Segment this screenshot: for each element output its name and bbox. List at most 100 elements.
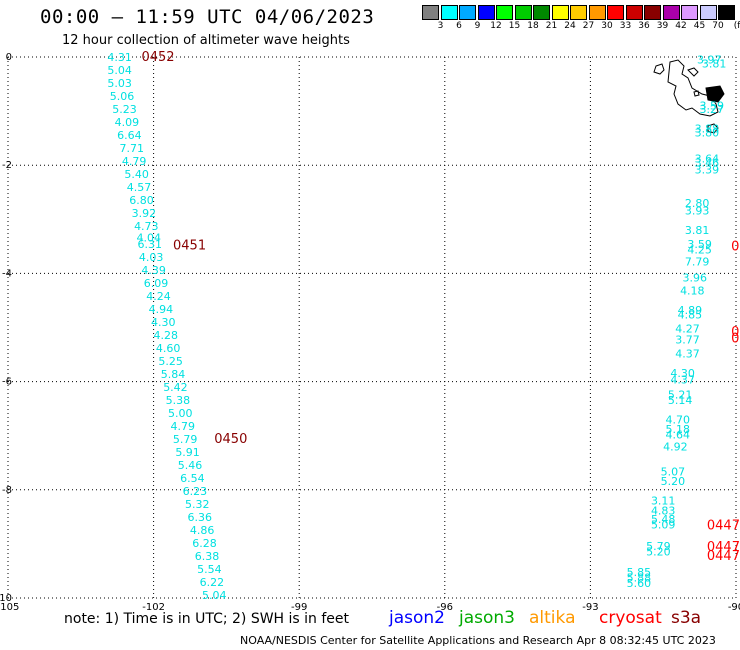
y-tick-label: -2 bbox=[2, 160, 12, 171]
y-tick-label: 0 bbox=[6, 52, 12, 63]
wave-height-value: 3.27 bbox=[699, 103, 724, 116]
satellite-legend-item: jason2 bbox=[389, 608, 445, 628]
legend-label: 6 bbox=[456, 21, 462, 31]
y-tick-label: -10 bbox=[0, 593, 12, 604]
wave-height-value: 3.77 bbox=[675, 333, 700, 346]
wave-height-value: 5.06 bbox=[110, 90, 135, 103]
x-tick-label: -99 bbox=[291, 602, 307, 613]
island-outline bbox=[705, 85, 725, 103]
legend-color-swatch bbox=[477, 5, 495, 20]
island-outline bbox=[687, 67, 699, 77]
pass-time-label: 04 bbox=[731, 239, 740, 254]
wave-height-value: 4.79 bbox=[170, 420, 195, 433]
wave-height-value: 3.88 bbox=[695, 122, 720, 135]
wave-height-value: 4.79 bbox=[122, 155, 147, 168]
wave-height-value: 4.83 bbox=[651, 504, 676, 517]
legend-label: 24 bbox=[564, 21, 576, 31]
wave-height-value: 5.54 bbox=[197, 563, 222, 576]
wave-height-value: 4.39 bbox=[141, 264, 166, 277]
legend-label: 3 bbox=[437, 21, 444, 31]
legend-label: 30 bbox=[601, 21, 613, 31]
wave-height-value: 3.46 bbox=[695, 156, 720, 169]
wave-height-value: 4.25 bbox=[687, 244, 712, 257]
legend-color-swatch bbox=[681, 5, 698, 20]
wave-height-value: 5.07 bbox=[661, 465, 686, 478]
legend-label: 45 bbox=[693, 21, 706, 31]
legend-color-swatch bbox=[551, 5, 569, 20]
wave-height-value: 5.23 bbox=[112, 103, 137, 116]
wave-height-value: 5.20 bbox=[661, 475, 686, 488]
legend-label: 33 bbox=[619, 21, 632, 31]
wave-height-value: 2.80 bbox=[685, 197, 710, 210]
legend-color-swatch bbox=[514, 5, 532, 20]
wave-height-value: 6.23 bbox=[183, 485, 208, 498]
galapagos-islands bbox=[653, 59, 725, 134]
wave-height-value: 4.60 bbox=[156, 342, 181, 355]
x-tick-label: -90 bbox=[728, 602, 740, 613]
x-tick-label: -105 bbox=[0, 602, 19, 613]
wave-height-value: 7.71 bbox=[120, 142, 145, 155]
wave-height-value: 6.22 bbox=[200, 576, 225, 589]
pass-time-label: 04 bbox=[731, 331, 740, 346]
wave-height-value: 6.28 bbox=[192, 537, 217, 550]
wave-height-value: 4.30 bbox=[670, 367, 695, 380]
pass-time-label: 0447 bbox=[707, 549, 740, 564]
pass-time-label: 0447 bbox=[707, 540, 740, 555]
wave-height-value: 6.09 bbox=[144, 277, 169, 290]
wave-height-value: 3.81 bbox=[685, 224, 710, 237]
wave-height-value: 5.14 bbox=[668, 394, 693, 407]
wave-height-value: 4.27 bbox=[675, 323, 700, 336]
pass-time-label: 0451 bbox=[173, 238, 206, 253]
wave-height-value: 6.31 bbox=[137, 238, 162, 251]
wave-height-value: 5.00 bbox=[168, 407, 193, 420]
wave-height-value: 4.64 bbox=[666, 429, 691, 442]
wave-height-value: 5.38 bbox=[166, 394, 191, 407]
wave-height-value: 4.37 bbox=[675, 347, 700, 360]
legend-label: 12 bbox=[490, 21, 502, 31]
wave-height-value: 3.59 bbox=[699, 100, 724, 113]
legend-color-swatch bbox=[607, 5, 624, 20]
satellite-legend-item: altika bbox=[529, 608, 576, 628]
wave-height-value: 6.36 bbox=[187, 511, 212, 524]
wave-height-value: 5.91 bbox=[175, 446, 200, 459]
wave-height-value: 5.79 bbox=[646, 540, 671, 553]
legend-label: 15 bbox=[508, 21, 521, 31]
wave-height-value: 4.18 bbox=[680, 285, 705, 298]
y-tick-label: -6 bbox=[2, 377, 12, 388]
wave-height-value: 5.04 bbox=[202, 589, 227, 602]
island-outline bbox=[707, 123, 719, 134]
wave-height-value: 4.04 bbox=[136, 232, 161, 245]
satellite-legend-item: cryosat bbox=[599, 608, 662, 628]
legend-label: 27 bbox=[582, 21, 595, 31]
wave-height-value: 3.80 bbox=[695, 127, 720, 140]
satellite-legend-item: s3a bbox=[671, 608, 702, 628]
wave-height-value: 4.89 bbox=[678, 304, 703, 317]
wave-height-value: 4.73 bbox=[134, 220, 159, 233]
wave-height-value: 4.03 bbox=[139, 251, 164, 264]
wave-height-value: 5.18 bbox=[666, 423, 691, 436]
wave-height-value: 3.11 bbox=[651, 495, 676, 508]
y-tick-label: -8 bbox=[2, 485, 12, 496]
legend-color-swatch bbox=[533, 5, 550, 20]
wave-height-value: 4.37 bbox=[670, 373, 695, 386]
legend-color-swatch bbox=[644, 5, 661, 20]
wave-height-value: 4.94 bbox=[149, 303, 174, 316]
pass-time-label: 0452 bbox=[141, 50, 174, 65]
wave-height-value: 6.38 bbox=[195, 550, 220, 563]
island-outline bbox=[693, 90, 700, 97]
legend-color-swatch bbox=[440, 5, 458, 20]
wave-height-value: 6.54 bbox=[180, 472, 205, 485]
wave-height-value: 5.40 bbox=[124, 168, 149, 181]
wave-height-value: 4.92 bbox=[663, 441, 688, 454]
legend-label: 42 bbox=[675, 21, 687, 31]
wave-height-value: 4.85 bbox=[678, 309, 703, 322]
wave-height-value: 5.03 bbox=[107, 77, 132, 90]
wave-height-value: 4.24 bbox=[146, 290, 171, 303]
island-outline bbox=[667, 59, 719, 117]
wave-height-value: 5.60 bbox=[627, 577, 652, 590]
legend-label: 36 bbox=[638, 21, 650, 31]
wave-height-value: 3.64 bbox=[695, 153, 720, 166]
wave-height-value: 4.30 bbox=[151, 316, 176, 329]
